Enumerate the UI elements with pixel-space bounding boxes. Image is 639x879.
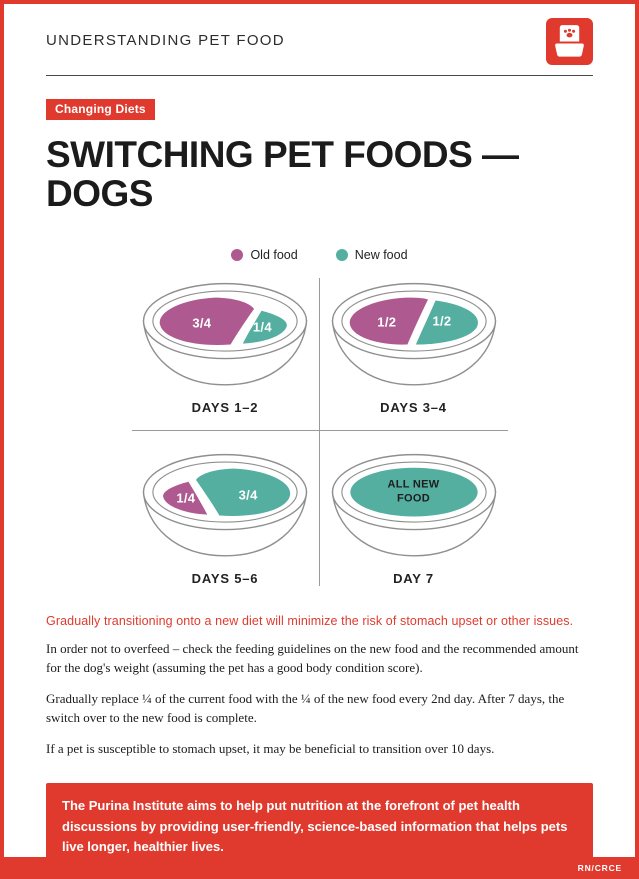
bowl-cell-days-5-6: 1/4 3/4 DAYS 5–6 [132, 430, 320, 587]
bowl-diagram-grid: 3/4 1/4 DAYS 1–2 1/2 1/2 [131, 277, 508, 587]
legend-item-new-food: New food [335, 247, 408, 262]
bowl-days-5-6: 1/4 3/4 [136, 449, 314, 563]
new-food-dot-icon [335, 248, 348, 261]
old-food-fraction: 1/4 [176, 490, 196, 506]
new-food-fraction: 1/4 [252, 319, 272, 335]
highlight-text: Gradually transitioning onto a new diet … [46, 614, 574, 629]
bowl-cell-day-7: ALL NEW FOOD DAY 7 [320, 431, 508, 586]
bowl-graphic [142, 453, 308, 557]
pet-feeder-icon [546, 18, 593, 65]
old-food-shape [159, 297, 255, 345]
body-paragraph-3: If a pet is susceptible to stomach upset… [46, 740, 495, 756]
bowl-cell-days-3-4: 1/2 1/2 DAYS 3–4 [319, 278, 508, 431]
new-food-shape [195, 468, 291, 516]
bowl-caption: DAYS 3–4 [380, 399, 447, 415]
footer-code: RN/CRCE [577, 863, 622, 873]
page-title: SWITCHING PET FOODS — DOGS [46, 134, 519, 214]
body-paragraph-1: In order not to overfeed – check the fee… [46, 641, 579, 676]
legend: Old food New food [46, 248, 593, 262]
bowl-graphic [331, 282, 496, 386]
legend-item-old-food: Old food [231, 247, 298, 262]
mission-callout: The Purina Institute aims to help put nu… [46, 783, 593, 870]
bowl-caption: DAY 7 [393, 571, 434, 587]
new-food-shape [242, 310, 287, 344]
section-badge: Changing Diets [46, 99, 155, 120]
old-food-shape [349, 297, 428, 345]
legend-label: Old food [250, 247, 298, 262]
bowl-cell-days-1-2: 3/4 1/4 DAYS 1–2 [131, 277, 320, 431]
header-title: UNDERSTANDING PET FOOD [46, 32, 285, 49]
old-food-dot-icon [231, 248, 244, 261]
new-food-shape [415, 300, 478, 345]
old-food-fraction: 1/2 [377, 314, 397, 330]
new-food-fraction: 1/2 [432, 313, 452, 329]
header-divider [46, 75, 593, 76]
old-food-shape [163, 481, 208, 515]
body-paragraph-2: Gradually replace ¼ of the current food … [46, 690, 565, 725]
header: UNDERSTANDING PET FOOD [46, 18, 593, 65]
bowl-days-1-2: 3/4 1/4 [136, 278, 314, 392]
old-food-fraction: 3/4 [192, 315, 212, 331]
new-food-shape [349, 467, 478, 517]
bowl-graphic [331, 453, 496, 557]
footer-bar: RN/CRCE [4, 857, 635, 879]
legend-label: New food [354, 247, 408, 262]
page-content: UNDERSTANDING PET FOOD Changing Diets SW… [4, 4, 635, 879]
bowl-caption: DAYS 5–6 [191, 571, 259, 587]
bowl-day-7: ALL NEW FOOD [325, 449, 503, 563]
bowl-days-3-4: 1/2 1/2 [325, 278, 503, 392]
bowl-caption: DAYS 1–2 [191, 399, 259, 415]
bowl-graphic [142, 282, 308, 386]
all-new-food-label: ALL NEW FOOD [387, 478, 440, 505]
new-food-fraction: 3/4 [238, 487, 258, 503]
